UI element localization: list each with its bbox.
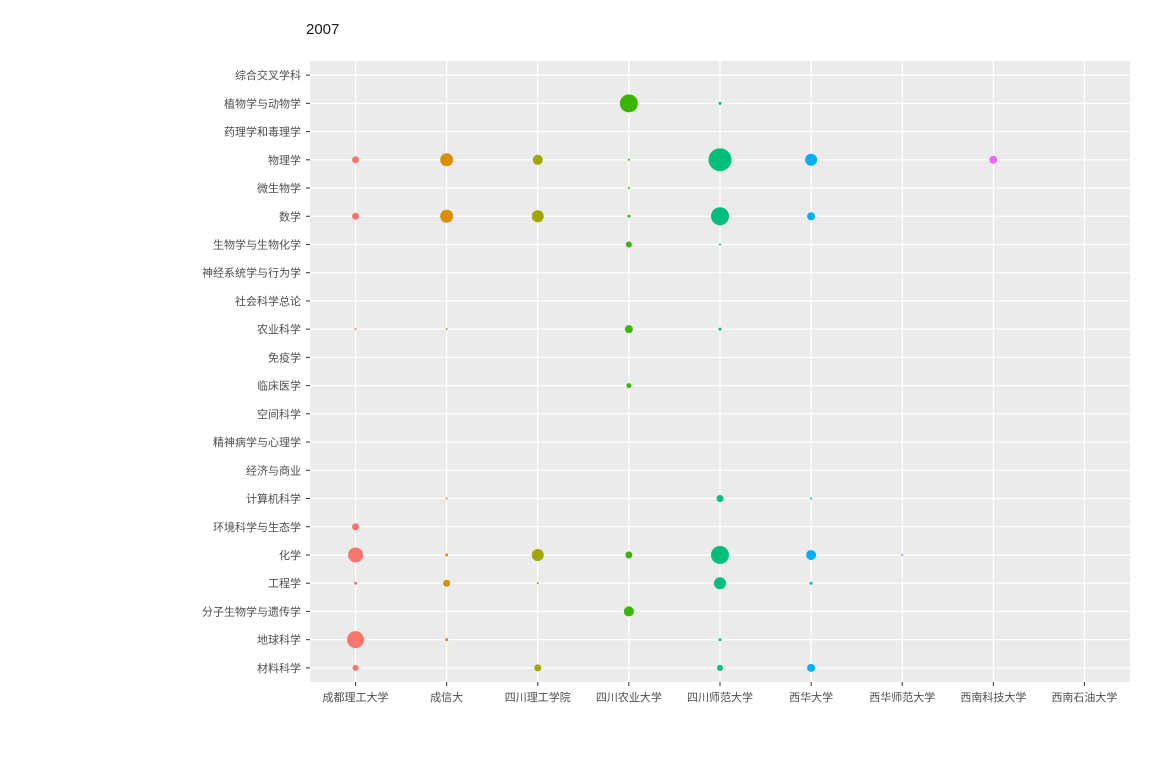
bubble [714, 577, 726, 590]
chart-title: 2007 [306, 21, 340, 38]
y-axis-label: 生物学与生物化学 [213, 237, 301, 251]
bubble [625, 241, 632, 248]
bubble [805, 153, 818, 166]
bubble [440, 153, 454, 167]
bubble [619, 94, 638, 113]
y-axis-label: 物理学 [268, 153, 301, 167]
bubble [806, 549, 817, 560]
bubble [718, 101, 722, 105]
bubble [626, 383, 632, 389]
bubble [708, 148, 732, 172]
bubble [445, 328, 448, 331]
bubble [719, 243, 721, 246]
y-axis-label: 精神病学与心理学 [213, 435, 301, 449]
bubble [531, 210, 544, 223]
bubble [536, 582, 539, 585]
bubble [711, 545, 729, 564]
y-axis-label: 工程学 [268, 576, 301, 590]
x-axis-label: 西南石油大学 [1051, 690, 1117, 704]
bubble [352, 523, 360, 531]
bubble [352, 664, 359, 671]
bubble [718, 638, 722, 642]
y-axis-label: 数学 [279, 209, 301, 223]
bubble [718, 327, 722, 331]
y-axis-label: 药理学和毒理学 [224, 125, 301, 139]
y-axis-label: 临床医学 [257, 379, 301, 393]
x-axis-label: 成信大 [430, 690, 463, 704]
bubble [352, 156, 360, 164]
bubble [989, 155, 998, 164]
bubble [532, 154, 543, 165]
bubble [445, 553, 449, 557]
x-axis-label: 成都理工大学 [323, 690, 389, 704]
bubble [717, 664, 723, 671]
bubble [445, 638, 449, 642]
y-axis-label: 地球科学 [257, 633, 301, 647]
bubble [711, 207, 729, 226]
y-axis-label: 微生物学 [257, 181, 301, 195]
bubble [627, 214, 631, 218]
bubble [354, 581, 358, 585]
bubble [445, 497, 448, 500]
x-axis-label: 西华大学 [789, 690, 833, 704]
bubble [624, 325, 633, 334]
y-axis-label: 材料科学 [257, 661, 301, 675]
bubble [810, 497, 813, 500]
bubble [347, 631, 365, 649]
y-axis-label: 分子生物学与遗传学 [202, 604, 301, 618]
bubble [901, 553, 904, 556]
y-axis-label: 神经系统学与行为学 [202, 266, 301, 280]
y-axis-label: 免疫学 [268, 350, 301, 364]
x-axis-label: 西南科技大学 [960, 690, 1026, 704]
y-axis-label: 计算机科学 [246, 492, 301, 506]
x-axis-label: 四川农业大学 [596, 690, 662, 704]
y-axis-label: 社会科学总论 [235, 294, 301, 308]
bubble [531, 548, 544, 561]
y-axis-label: 空间科学 [257, 407, 301, 421]
bubble [440, 209, 454, 223]
bubble [807, 663, 816, 672]
y-axis-label: 经济与商业 [246, 463, 301, 477]
x-axis-label: 四川理工学院 [505, 690, 571, 704]
y-axis-label: 化学 [279, 548, 301, 562]
bubble [625, 551, 633, 559]
bubble [809, 581, 813, 585]
bubble [352, 212, 360, 220]
bubble [534, 664, 542, 672]
bubble [716, 495, 724, 503]
y-axis-label: 环境科学与生态学 [213, 520, 301, 534]
y-axis-label: 植物学与动物学 [224, 96, 301, 110]
bubble [623, 606, 634, 617]
bubble [443, 579, 451, 587]
x-axis-label: 西华师范大学 [869, 690, 935, 704]
bubble [627, 187, 630, 190]
bubble [627, 158, 630, 161]
y-axis-label: 综合交叉学科 [235, 68, 301, 82]
bubble [348, 547, 364, 563]
y-axis-label: 农业科学 [257, 322, 301, 336]
bubble [354, 328, 357, 331]
bubble [807, 212, 816, 221]
x-axis-label: 四川师范大学 [687, 690, 753, 704]
